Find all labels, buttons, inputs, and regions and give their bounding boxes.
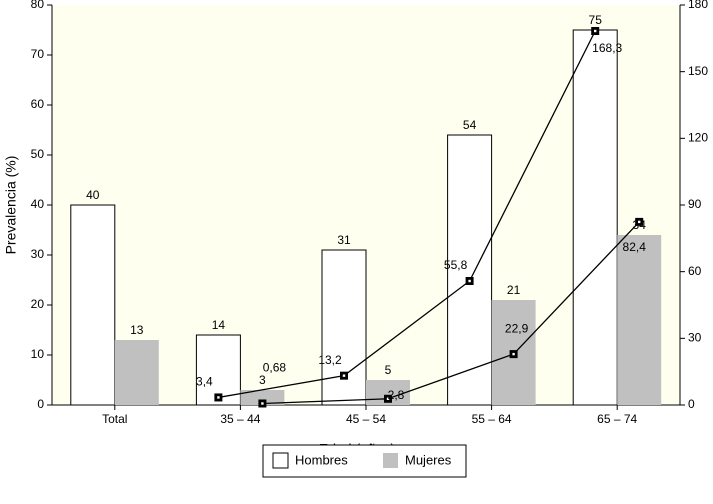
bar-value-label: 31 — [337, 233, 351, 247]
bar — [321, 249, 367, 406]
legend-label: Mujeres — [405, 452, 452, 467]
bar — [70, 204, 116, 406]
y-tick-label: 30 — [31, 247, 45, 261]
y2-tick-label: 180 — [688, 0, 708, 11]
legend-label: Hombres — [295, 452, 348, 467]
bar-value-label: 54 — [463, 118, 477, 132]
line-value-label: 0,68 — [263, 361, 287, 375]
line-marker-center — [386, 397, 390, 400]
y2-tick-label: 0 — [688, 397, 695, 411]
bar — [114, 340, 159, 405]
y-tick-label: 60 — [31, 97, 45, 111]
line-marker-center — [594, 29, 597, 33]
bar-value-label: 5 — [385, 363, 392, 377]
bar-value-label: 13 — [130, 323, 144, 337]
line — [262, 221, 640, 405]
line-value-label: 82,4 — [623, 240, 647, 254]
bar-value-label: 40 — [86, 188, 100, 202]
y-tick-label: 40 — [31, 197, 45, 211]
y-tick-label: 0 — [37, 397, 44, 411]
y-tick-label: 50 — [31, 147, 45, 161]
x-tick-label: 45 – 54 — [346, 412, 386, 426]
y-tick-label: 20 — [31, 297, 45, 311]
line-marker-center — [512, 352, 515, 356]
line-marker-center — [217, 396, 220, 399]
bar — [195, 334, 241, 406]
line-marker-center — [638, 220, 641, 224]
line-marker-center — [261, 402, 264, 405]
bar-value-label: 75 — [589, 13, 603, 27]
x-tick-label: 55 – 64 — [472, 412, 512, 426]
legend-swatch — [383, 453, 398, 468]
legend — [262, 444, 467, 478]
y-axis-title: Prevalencia (%) — [3, 156, 19, 255]
line-value-label: 2,8 — [388, 388, 405, 402]
bar-value-label: 3 — [259, 373, 266, 387]
y-tick-label: 10 — [31, 347, 45, 361]
line-value-label: 168,3 — [592, 41, 622, 55]
y2-tick-label: 30 — [688, 331, 702, 345]
line-value-label: 13,2 — [318, 353, 342, 367]
line-marker-center — [468, 279, 471, 283]
x-tick-label: 35 – 44 — [220, 412, 260, 426]
line-marker-center — [342, 374, 346, 377]
bar-value-label: 14 — [212, 318, 226, 332]
y-tick-label: 80 — [31, 0, 45, 11]
x-tick-label: 65 – 74 — [597, 412, 637, 426]
y2-tick-label: 60 — [688, 264, 702, 278]
x-tick-label: Total — [102, 412, 127, 426]
line-value-label: 55,8 — [444, 258, 468, 272]
y2-tick-label: 150 — [688, 64, 708, 78]
line — [218, 30, 596, 399]
bar-value-label: 21 — [507, 283, 521, 297]
bar — [572, 29, 618, 406]
y2-tick-label: 90 — [688, 197, 702, 211]
bar — [240, 390, 285, 405]
legend-swatch — [272, 452, 289, 469]
y-tick-label: 70 — [31, 47, 45, 61]
line-value-label: 3,4 — [196, 375, 213, 389]
bar — [617, 235, 662, 405]
bar — [447, 134, 493, 406]
y2-tick-label: 120 — [688, 131, 708, 145]
line-value-label: 22,9 — [505, 321, 529, 335]
